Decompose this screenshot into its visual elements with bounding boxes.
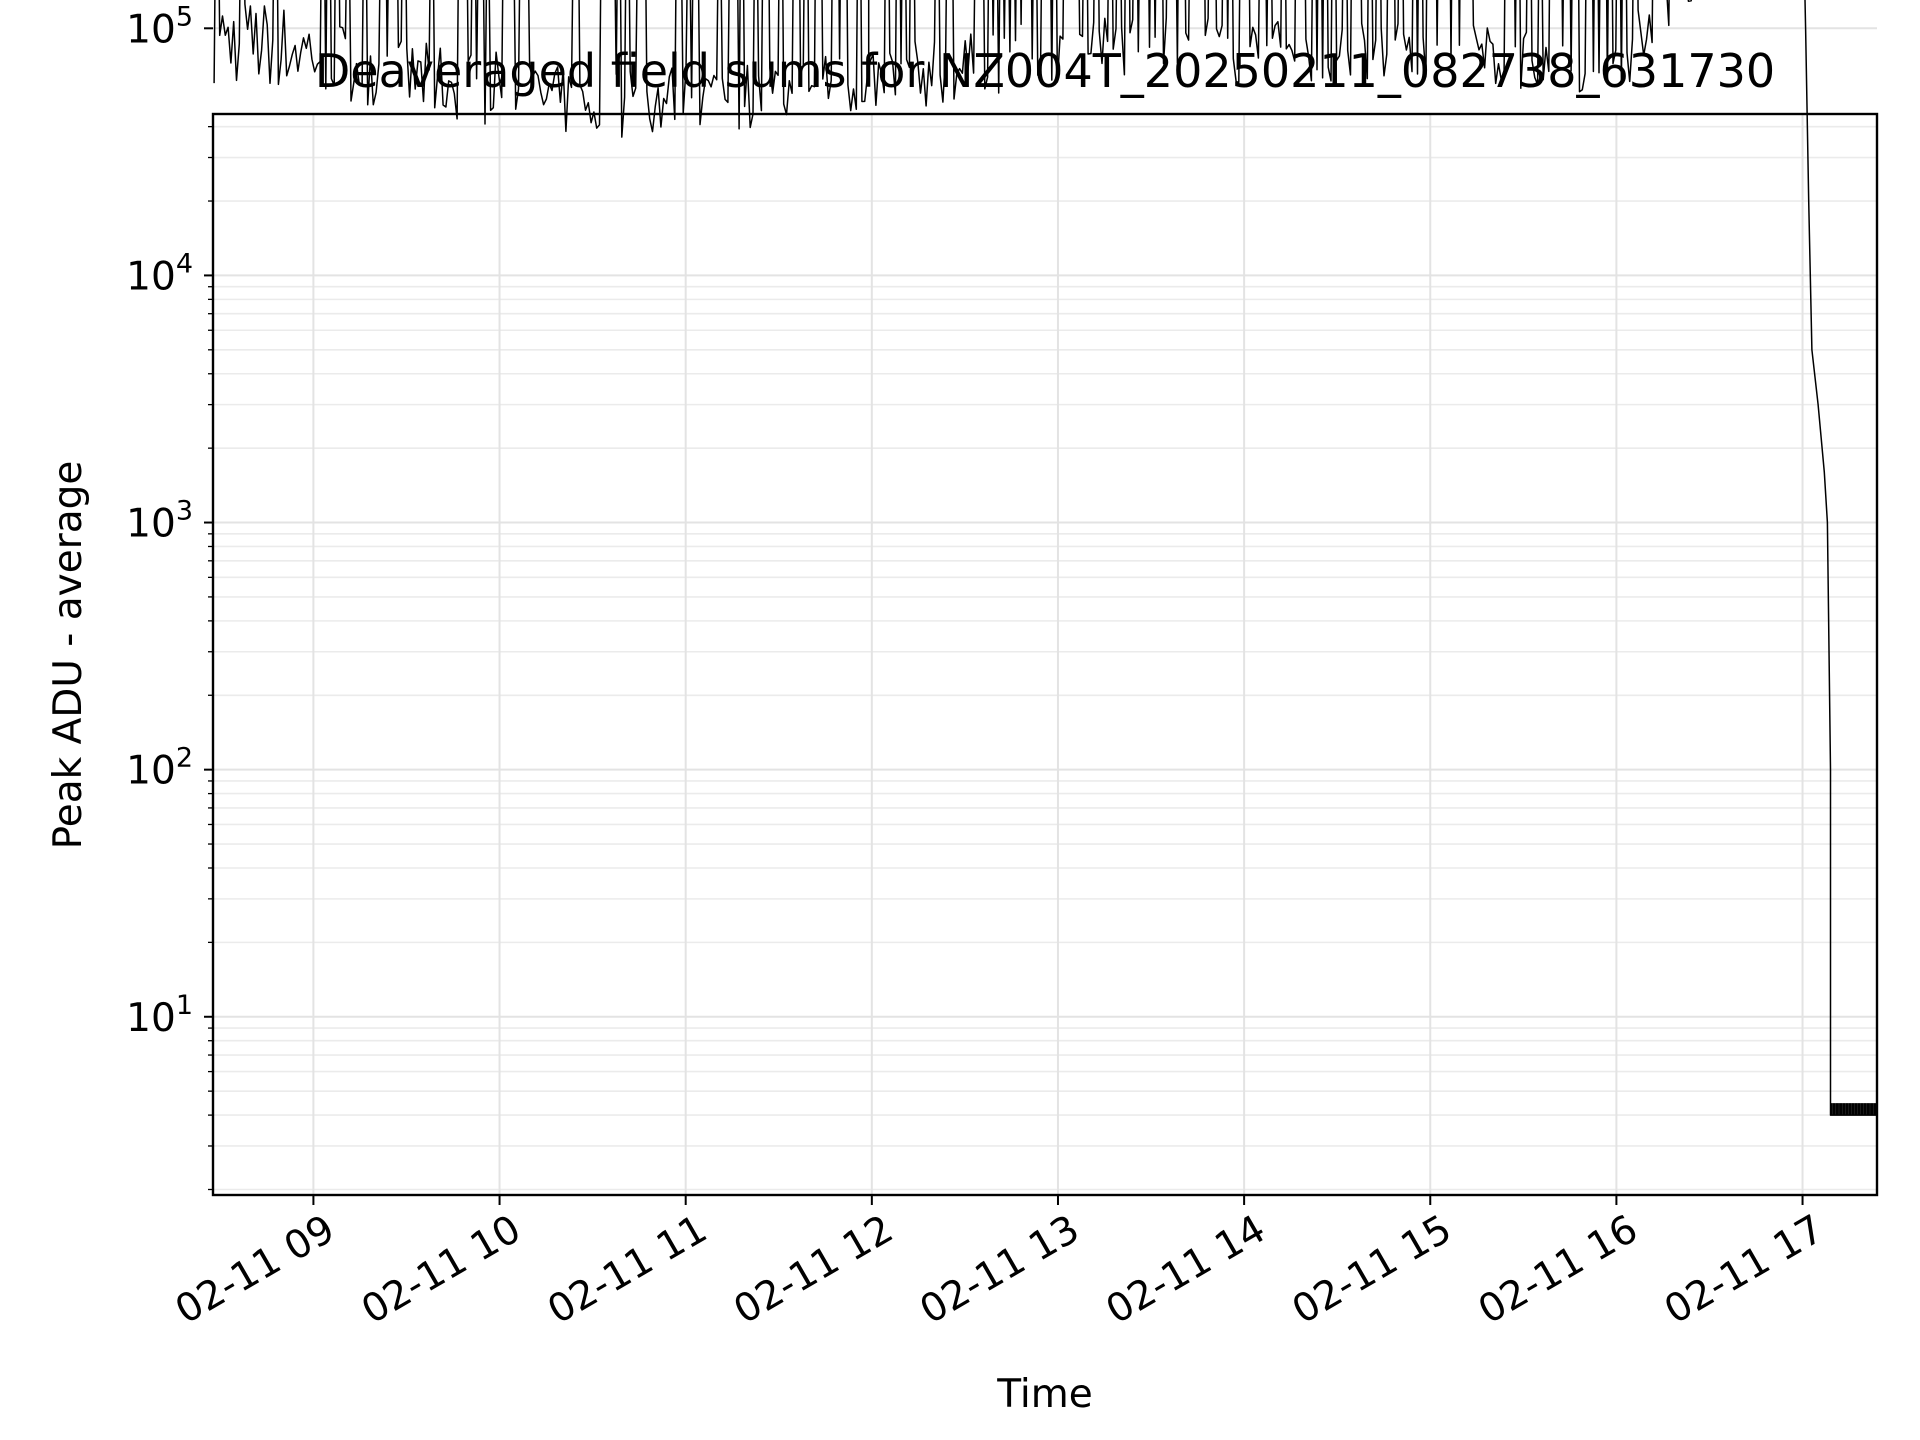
y-tick-label: 102 <box>126 743 193 794</box>
x-axis-label: Time <box>996 1372 1092 1417</box>
plot-frame <box>211 112 1879 1197</box>
x-tick-label: 02-11 15 <box>1285 1207 1459 1334</box>
grid <box>213 27 1877 1195</box>
x-tick-label: 02-11 14 <box>1099 1207 1273 1334</box>
y-axis-label: Peak ADU - average <box>46 461 91 850</box>
x-tick-label: 02-11 16 <box>1471 1207 1645 1334</box>
x-tick-label: 02-11 13 <box>913 1207 1087 1334</box>
x-tick-label: 02-11 09 <box>168 1207 342 1334</box>
y-tick-label: 104 <box>126 248 193 299</box>
x-tick-label: 02-11 11 <box>540 1207 714 1334</box>
x-tick-label: 02-11 10 <box>354 1207 528 1334</box>
x-tick-label: 02-11 12 <box>726 1207 900 1334</box>
y-tick-label: 101 <box>126 990 193 1041</box>
series-line <box>213 0 1877 1116</box>
x-tick-label: 02-11 17 <box>1657 1207 1831 1334</box>
chart-title: Deaveraged field sums for NZ004T_2025021… <box>315 44 1775 98</box>
y-tick-label: 105 <box>126 1 193 52</box>
y-tick-label: 103 <box>126 496 193 547</box>
